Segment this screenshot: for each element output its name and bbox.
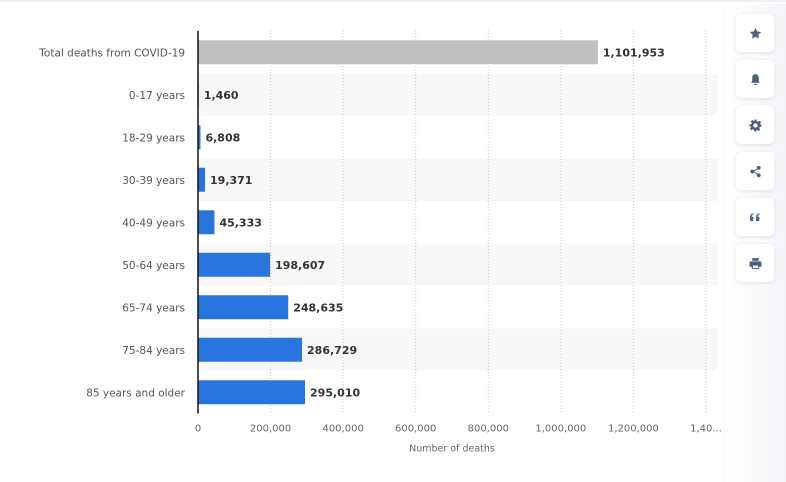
value-labels: 1,101,953 1,460 6,808 19,371 45,333 198,607 24… [204, 46, 665, 399]
category-label: Total deaths from COVID-19 [38, 47, 185, 59]
bar[interactable] [198, 337, 303, 362]
category-label: 65-74 years [122, 302, 185, 314]
value-label: 19,371 [210, 174, 252, 187]
x-tick-label: 200,000 [250, 424, 291, 435]
value-label: 198,607 [275, 259, 325, 272]
row-bands [198, 73, 718, 371]
category-label: 85 years and older [86, 387, 185, 399]
gridlines [270, 30, 707, 414]
star-icon [749, 27, 761, 39]
bar[interactable] [198, 210, 215, 235]
top-border [0, 0, 786, 2]
quote-icon [749, 212, 759, 221]
category-label: 50-64 years [122, 260, 185, 272]
value-label: 286,729 [307, 344, 357, 357]
cite-button[interactable] [736, 198, 774, 236]
value-label: 1,460 [204, 89, 239, 102]
bars [198, 40, 598, 405]
share-icon [749, 165, 761, 177]
category-label: 18-29 years [122, 132, 185, 144]
category-label: 40-49 years [122, 217, 185, 229]
bar[interactable] [198, 295, 289, 320]
category-label: 30-39 years [122, 175, 185, 187]
share-button[interactable] [736, 152, 774, 190]
row-band [198, 73, 718, 116]
row-band [198, 158, 718, 201]
row-band [198, 243, 718, 286]
x-tick-label: 0 [195, 424, 201, 435]
bell-icon [750, 73, 760, 85]
value-label: 295,010 [310, 386, 360, 399]
print-icon [749, 257, 761, 269]
x-tick-label: 400,000 [322, 424, 363, 435]
bar[interactable] [198, 167, 206, 192]
bar[interactable] [198, 40, 598, 65]
x-tick-label: 1,000,000 [535, 424, 586, 435]
x-tick-labels: 0 200,000 400,000 600,000 800,000 1,000,000 1,… [195, 424, 722, 435]
x-tick-label: 600,000 [395, 424, 436, 435]
x-tick-label: 1,200,000 [608, 424, 659, 435]
category-label: 0-17 years [129, 90, 185, 102]
value-label: 248,635 [293, 301, 343, 314]
print-button[interactable] [736, 244, 774, 282]
favorite-button[interactable] [736, 14, 774, 52]
bar[interactable] [198, 252, 271, 277]
value-label: 1,101,953 [603, 46, 665, 59]
bar[interactable] [198, 380, 306, 405]
x-tick-label: 1,40... [690, 424, 722, 435]
notification-button[interactable] [736, 60, 774, 98]
category-labels: Total deaths from COVID-19 0-17 years 18-2… [38, 47, 185, 399]
value-label: 45,333 [219, 216, 261, 229]
bar[interactable] [198, 125, 201, 150]
x-tick-label: 800,000 [468, 424, 509, 435]
gear-icon [749, 119, 761, 131]
x-axis-title: Number of deaths [409, 444, 495, 455]
settings-button[interactable] [736, 106, 774, 144]
value-label: 6,808 [205, 131, 240, 144]
category-label: 75-84 years [122, 345, 185, 357]
